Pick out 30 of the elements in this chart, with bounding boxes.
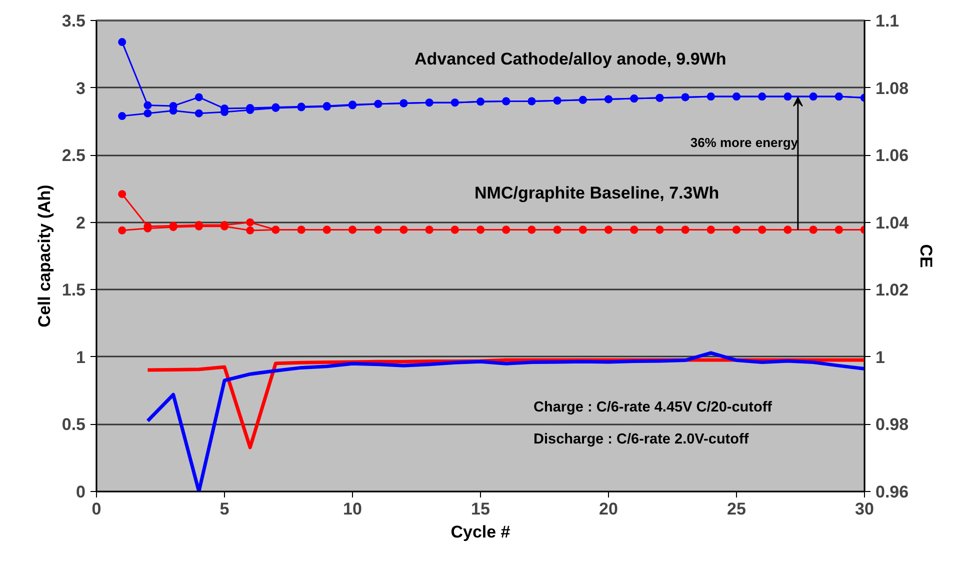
y-tick-label: 3.5 bbox=[62, 12, 86, 30]
x-tick-label: 25 bbox=[727, 500, 746, 518]
y-tick-label: 0.5 bbox=[62, 415, 86, 434]
y-tick-label: 3 bbox=[76, 78, 86, 98]
y-tick-label: 1 bbox=[76, 348, 86, 367]
y2-tick-label: 0.96 bbox=[876, 482, 909, 502]
y2-tick-label: 1.04 bbox=[876, 213, 910, 232]
x-tick-label: 0 bbox=[92, 500, 102, 518]
x-tick-label: 10 bbox=[343, 500, 362, 518]
y2-tick-label: 1 bbox=[876, 348, 885, 367]
y2-tick-label: 1.1 bbox=[876, 12, 900, 30]
y2-tick-label: 1.08 bbox=[876, 78, 909, 98]
y-tick-label: 1.5 bbox=[62, 280, 86, 300]
y-axis-title: Cell capacity (Ah) bbox=[34, 184, 54, 328]
annotation: Charge : C/6-rate 4.45V C/20-cutoff bbox=[534, 400, 772, 416]
x-tick-label: 20 bbox=[599, 500, 618, 518]
annotation: NMC/graphite Baseline, 7.3Wh bbox=[474, 184, 720, 202]
y2-tick-label: 1.02 bbox=[876, 280, 909, 300]
y-tick-label: 0 bbox=[76, 482, 86, 502]
x-tick-label: 30 bbox=[855, 500, 874, 518]
annotation: Discharge : C/6-rate 2.0V-cutoff bbox=[534, 432, 749, 448]
x-tick-label: 15 bbox=[471, 500, 490, 518]
y-tick-label: 2.5 bbox=[62, 146, 86, 166]
y2-axis-title: CE bbox=[916, 244, 936, 268]
x-axis-title: Cycle # bbox=[450, 522, 511, 542]
y-tick-label: 2 bbox=[76, 213, 86, 232]
annotation: Advanced Cathode/alloy anode, 9.9Wh bbox=[414, 50, 726, 68]
y2-tick-label: 0.98 bbox=[876, 415, 909, 434]
y2-tick-label: 1.06 bbox=[876, 146, 909, 166]
x-tick-label: 5 bbox=[220, 500, 230, 518]
